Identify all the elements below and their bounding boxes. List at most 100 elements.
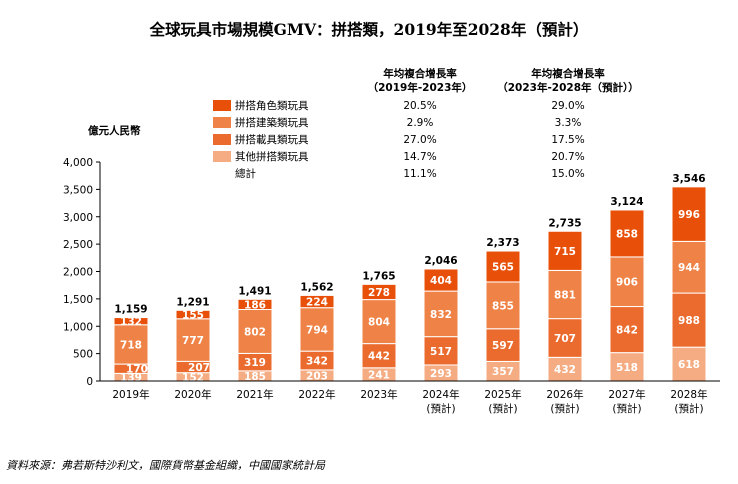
bar-value-label: 278 (368, 287, 390, 299)
bar-value-label: 442 (368, 351, 390, 363)
bar-value-label: 988 (678, 315, 700, 327)
bar-value-label: 170 (126, 364, 148, 376)
x-tick-label: 2020年 (174, 388, 211, 401)
bar-value-label: 203 (306, 370, 328, 382)
legend-label-1: 拼搭角色類玩具 (235, 99, 309, 112)
y-tick-label: 1,000 (63, 321, 93, 333)
bar-segment (175, 318, 211, 362)
bar-segment (113, 324, 149, 365)
bar-value-label: 804 (368, 317, 390, 329)
bar-segment (175, 309, 211, 320)
bar-value-label: 597 (492, 340, 514, 352)
bar-segment (423, 336, 459, 366)
x-tick-label: 2022年 (298, 388, 335, 401)
bar-value-label: 357 (492, 366, 514, 378)
bar-segment (423, 268, 459, 292)
legend-swatch-3 (213, 134, 231, 145)
y-tick-label: 3,500 (63, 184, 93, 196)
x-tick-label: 2028年 (670, 388, 707, 401)
bar-segment (299, 307, 335, 352)
cagr-header-2-line-2: （2023年-2028年（預計）） (497, 81, 639, 94)
bars: 1391707181321,1591522077771551,291185319… (113, 173, 707, 384)
bar-value-label: 707 (554, 333, 576, 345)
bar-value-label: 342 (306, 356, 328, 368)
bar-segment (113, 317, 149, 326)
bar-segment (361, 299, 397, 345)
bar-total-label: 1,765 (362, 270, 395, 282)
legend-swatch-4 (213, 151, 231, 162)
bar-segment (299, 294, 335, 309)
bar-value-label: 319 (244, 357, 266, 369)
y-axis-label: 億元人民幣 (88, 124, 141, 137)
cagr-2019-2023-4: 14.7% (403, 151, 436, 163)
bar-value-label: 618 (678, 359, 700, 371)
bar-total-label: 3,546 (672, 173, 705, 185)
bar-value-label: 207 (188, 362, 210, 374)
legend: 拼搭角色類玩具 20.5% 29.0% 拼搭建築類玩具 2.9% 3.3% 拼搭載具類玩具 2… (213, 99, 585, 180)
bar-segment (485, 328, 521, 362)
cagr-2019-2023-1: 20.5% (403, 100, 436, 112)
bar-value-label: 132 (120, 316, 142, 328)
bar-value-label: 802 (244, 326, 266, 338)
bar-value-label: 996 (678, 209, 700, 221)
bar-total-label: 2,373 (486, 237, 519, 249)
y-tick-label: 500 (73, 349, 93, 361)
y-tick-label: 1,500 (63, 294, 93, 306)
bar-value-label: 432 (554, 364, 576, 376)
x-tick-label: 2024年 (422, 388, 459, 401)
bar-segment (671, 240, 707, 294)
legend-label-4: 其他拼搭類玩具 (235, 150, 309, 163)
x-tick-label: 2023年 (360, 388, 397, 401)
bar-total-label: 2,046 (424, 255, 457, 267)
x-tick-label: 2021年 (236, 388, 273, 401)
bar-total-label: 1,562 (300, 281, 333, 293)
bar-segment (671, 186, 707, 242)
y-tick-label: 0 (86, 376, 93, 388)
bar-total-label: 3,124 (610, 196, 643, 208)
bar-total-label: 1,159 (114, 304, 147, 316)
bar-value-label: 224 (306, 297, 328, 309)
y-tick-label: 3,000 (63, 212, 93, 224)
x-tick-label: (預計) (488, 402, 517, 415)
bar-value-label: 842 (616, 325, 638, 337)
bar-value-label: 293 (430, 368, 452, 380)
cagr-2023-2028-2: 3.3% (555, 117, 582, 129)
bar-value-label: 777 (182, 335, 204, 347)
cagr-header-1-line-1: 年均複合增長率 (383, 67, 457, 80)
bar-value-label: 881 (554, 290, 576, 302)
x-tick-label: 2025年 (484, 388, 521, 401)
x-tick-label: 2026年 (546, 388, 583, 401)
bar-segment (671, 292, 707, 348)
cagr-2023-2028-5: 15.0% (551, 168, 584, 180)
legend-label-2: 拼搭建築類玩具 (235, 116, 309, 129)
legend-swatch-1 (213, 100, 231, 111)
bar-segment (423, 290, 459, 338)
bar-segment (361, 283, 397, 301)
bar-value-label: 944 (678, 262, 700, 274)
cagr-2023-2028-3: 17.5% (551, 134, 584, 146)
x-tick-label: (預計) (550, 402, 579, 415)
bar-segment (547, 230, 583, 271)
x-tick-label: (預計) (426, 402, 455, 415)
x-tick-label: 2027年 (608, 388, 645, 401)
bar-value-label: 715 (554, 246, 576, 258)
bar-value-label: 832 (430, 309, 452, 321)
bar-value-label: 185 (244, 371, 266, 383)
bar-total-label: 2,735 (548, 217, 581, 229)
bar-segment (609, 256, 645, 308)
bar-value-label: 517 (430, 346, 452, 358)
bar-value-label: 155 (182, 310, 204, 322)
bar-total-label: 1,491 (238, 285, 271, 297)
y-tick-label: 4,000 (63, 157, 93, 169)
cagr-2019-2023-3: 27.0% (403, 134, 436, 146)
y-axis: 0 500 1,000 1,500 2,000 2,500 3,000 3,500 4,000 (63, 157, 101, 388)
y-tick-label: 2,000 (63, 267, 93, 279)
bar-value-label: 565 (492, 261, 514, 273)
cagr-header: 年均複合增長率（2019年-2023年）年均複合增長率（2023年-2028年（… (368, 67, 639, 94)
x-axis: 2019年 2020年 2021年 2022年 2023年 2024年(預計)2025年(… (100, 380, 720, 415)
cagr-header-1-line-2: （2019年-2023年） (368, 81, 473, 94)
bar-segment (547, 318, 583, 358)
bar-value-label: 855 (492, 300, 514, 312)
legend-swatch-2 (213, 117, 231, 128)
